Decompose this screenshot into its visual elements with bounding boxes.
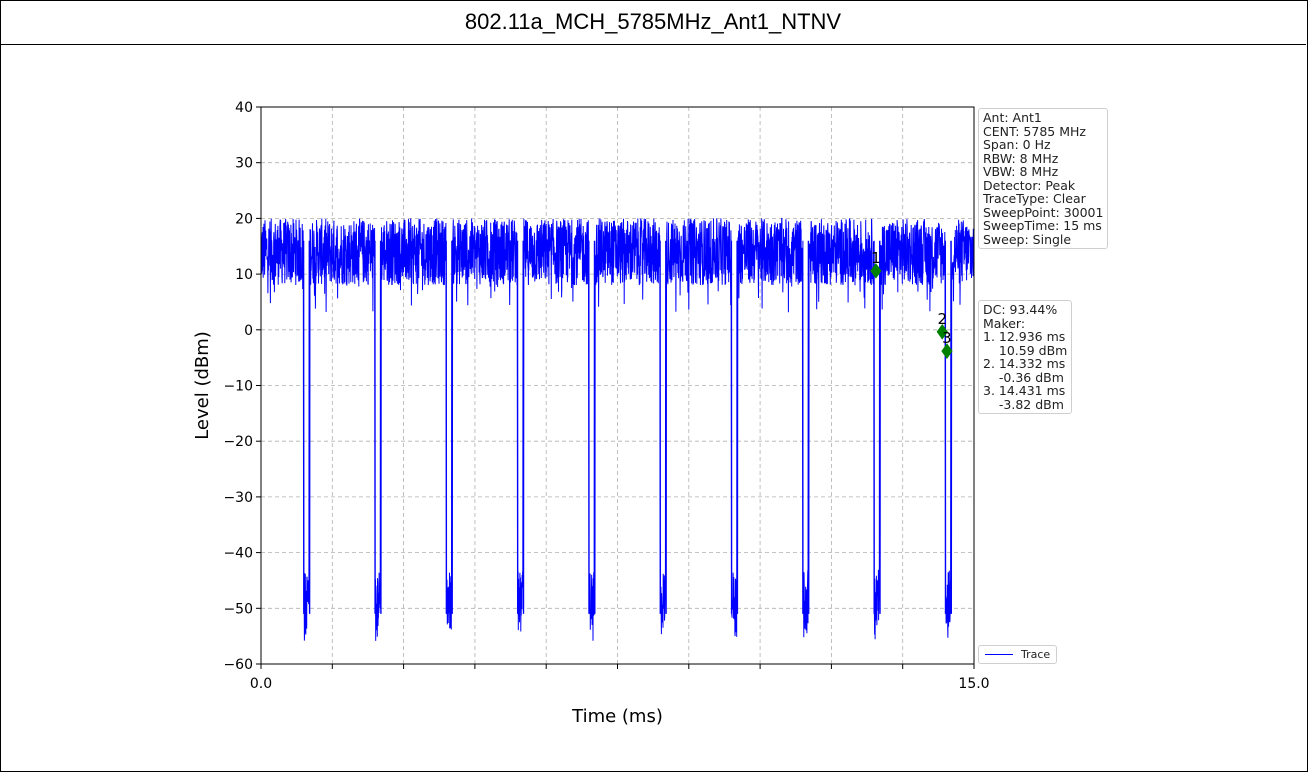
trace-line — [260, 217, 975, 641]
y-axis-label: Level (dBm) — [192, 331, 213, 440]
marker-3-diamond — [941, 343, 953, 359]
marker-3-label: 3 — [942, 329, 952, 347]
y-tick-label: 20 — [235, 211, 253, 227]
y-tick-label: −10 — [223, 379, 253, 395]
trace-legend-swatch — [985, 654, 1013, 655]
marker-1-diamond — [870, 262, 882, 279]
marker-legend: DC: 93.44% Maker: 1. 12.936 ms 10.59 dBm… — [978, 300, 1073, 414]
y-tick-label: −30 — [223, 490, 253, 506]
marker-2-label: 2 — [937, 310, 947, 328]
y-tick-label: 0 — [244, 323, 253, 339]
page-title: 802.11a_MCH_5785MHz_Ant1_NTNV — [0, 0, 1306, 45]
marker-1-label: 1 — [871, 249, 881, 267]
x-axis-label: Time (ms) — [571, 706, 663, 727]
y-tick-label: 10 — [235, 267, 253, 283]
y-tick-label: −20 — [223, 434, 253, 450]
settings-legend: Ant: Ant1 CENT: 5785 MHz Span: 0 Hz RBW:… — [978, 108, 1109, 249]
x-tick-label: 15.0 — [958, 676, 989, 692]
marker-2-diamond — [936, 323, 948, 340]
y-tick-label: 30 — [235, 156, 253, 172]
y-tick-label: −40 — [223, 546, 253, 562]
x-tick-label: 0.0 — [250, 676, 272, 692]
y-tick-label: −60 — [223, 657, 253, 673]
y-tick-label: −50 — [223, 601, 253, 617]
trace-legend-label: Trace — [1021, 648, 1051, 661]
y-tick-label: 40 — [235, 100, 253, 116]
trace-legend: Trace — [978, 645, 1058, 664]
